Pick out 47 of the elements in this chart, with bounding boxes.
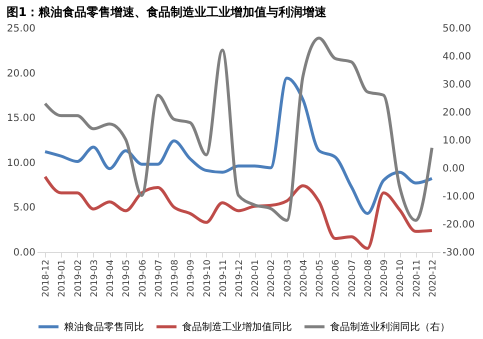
y2-tick-label: 0.00: [442, 164, 465, 174]
y2-tick-label: 10.00: [442, 136, 472, 146]
x-tick-label: 2020-10: [396, 259, 406, 298]
x-tick-label: 2020-12: [428, 260, 438, 298]
x-tick-label: 2019-09: [186, 259, 197, 298]
x-tick-label: 2019-01: [58, 260, 68, 298]
legend-label: 食品制造业利润同比（右）: [330, 320, 450, 333]
x-tick-label: 2020-07: [348, 260, 358, 298]
x-tick-label: 2019-02: [74, 260, 84, 298]
line-series: [44, 175, 434, 250]
y2-tick-label: -30.00: [442, 248, 475, 258]
y2-tick-label: 50.00: [442, 24, 472, 34]
x-tick-label: 2020-04: [299, 259, 310, 298]
x-tick-label: 2020-01: [251, 260, 262, 298]
y-tick-label: 15.00: [6, 113, 36, 124]
x-tick-label: 2019-05: [122, 260, 132, 298]
x-tick-label: 2020-11: [412, 260, 422, 298]
y-tick-label: 5.00: [13, 202, 36, 214]
x-tick-label: 2020-05: [316, 260, 326, 298]
x-tick-label: 2019-03: [90, 260, 100, 298]
y-tick-label: 20.00: [6, 68, 36, 80]
chart-title: 图1：粮油食品零售增速、食品制造业工业增加值与利润增速: [6, 5, 328, 19]
x-tick-label: 2020-02: [267, 260, 278, 298]
x-tick-label: 2019-08: [170, 259, 181, 298]
x-tick-label: 2020-08: [364, 259, 374, 298]
x-tick-label: 2020-03: [283, 260, 294, 298]
y-tick-label: 0.00: [13, 248, 36, 258]
line-series: [44, 76, 434, 215]
legend-label: 食品制造工业增加值同比: [182, 320, 292, 333]
y2-tick-label: -20.00: [442, 220, 475, 230]
x-tick-label: 2019-07: [154, 260, 164, 298]
y2-tick-label: 40.00: [442, 52, 472, 62]
x-tick-label: 2019-06: [138, 259, 148, 298]
x-tick-label: 2020-06: [332, 259, 342, 298]
x-tick-label: 2019-12: [235, 260, 245, 298]
x-tick-label: 2019-04: [106, 259, 116, 298]
x-tick-label: 2019-11: [218, 260, 229, 298]
x-tick-label: 2018-12: [42, 260, 52, 298]
y-tick-label: 10.00: [6, 158, 36, 169]
y-tick-label: 25.00: [6, 24, 36, 34]
legend-label: 粮油食品零售同比: [64, 320, 144, 333]
y2-tick-label: 30.00: [442, 80, 472, 90]
y2-tick-label: 20.00: [442, 108, 472, 118]
x-tick-label: 2019-10: [202, 259, 213, 298]
x-tick-label: 2020-09: [380, 259, 390, 298]
y2-tick-label: -10.00: [442, 192, 475, 202]
line-series: [44, 36, 434, 222]
